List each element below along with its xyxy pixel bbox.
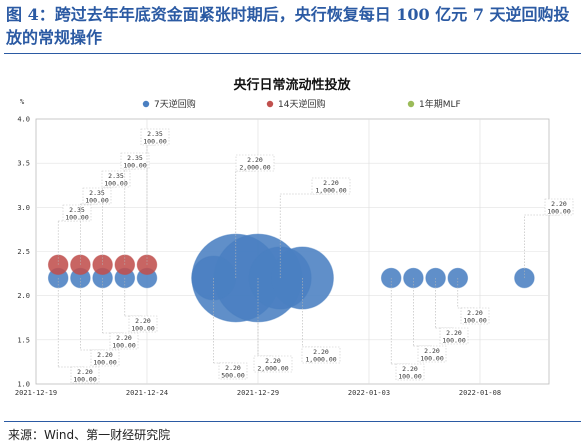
data-label-rate: 2.20	[323, 179, 339, 187]
data-label-rate: 2.35	[69, 206, 85, 214]
data-label-rate: 2.35	[89, 189, 105, 197]
data-label-amount: 500.00	[221, 372, 245, 380]
x-tick-label: 2022-01-08	[459, 389, 501, 397]
legend-label: 14天逆回购	[278, 98, 325, 110]
x-tick-label: 2022-01-03	[348, 389, 390, 397]
legend-marker	[142, 100, 150, 108]
data-label-box	[417, 345, 447, 363]
data-label-box	[395, 363, 425, 381]
data-label-amount: 1,000.00	[315, 187, 346, 195]
data-label-amount: 100.00	[123, 162, 147, 170]
x-tick-label: 2021-12-29	[237, 389, 279, 397]
data-label-rate: 2.20	[225, 364, 241, 372]
data-label-amount: 2,000.00	[239, 164, 270, 172]
x-tick-label: 2021-12-19	[15, 389, 57, 397]
data-label-rate: 2.20	[135, 317, 151, 325]
caption-rule	[4, 53, 581, 54]
x-tick-label: 2021-12-24	[126, 389, 168, 397]
data-label-rate: 2.20	[247, 156, 263, 164]
data-label-amount: 100.00	[398, 373, 422, 381]
y-tick-label: 3.0	[17, 204, 30, 212]
data-label-amount: 100.00	[463, 317, 487, 325]
data-label-amount: 100.00	[93, 359, 117, 367]
data-label-box	[109, 332, 139, 350]
data-label-amount: 100.00	[420, 355, 444, 363]
data-label-box	[82, 187, 112, 205]
y-tick-label: 2.5	[17, 248, 30, 256]
data-label-box	[301, 346, 341, 364]
data-label-box	[90, 349, 120, 367]
data-label-box	[101, 170, 131, 188]
data-label-box	[311, 177, 351, 195]
data-label-box	[140, 128, 170, 146]
data-label-amount: 2,000.00	[257, 365, 288, 373]
data-label-amount: 1,000.00	[305, 356, 336, 364]
liquidity-bubble-chart: 央行日常流动性投放% 7天逆回购 14天逆回购 1年期MLF 1.0 1.5 2.0 2.5 3…	[15, 77, 574, 397]
y-tick-label: 1.0	[17, 381, 30, 389]
y-tick-label: 4.0	[17, 116, 30, 124]
data-label-box	[235, 154, 275, 172]
data-label-rate: 2.35	[108, 172, 124, 180]
data-label-box	[544, 198, 574, 216]
data-label-box	[218, 362, 248, 380]
data-label-rate: 2.20	[424, 347, 440, 355]
data-label-rate: 2.20	[551, 200, 567, 208]
y-tick-label: 2.0	[17, 292, 30, 300]
data-label-amount: 100.00	[104, 180, 128, 188]
data-label-box	[128, 315, 158, 333]
data-label-rate: 2.20	[97, 351, 113, 359]
data-label-amount: 100.00	[112, 342, 136, 350]
data-label-rate: 2.20	[467, 309, 483, 317]
data-label-amount: 100.00	[547, 208, 571, 216]
data-label-box	[62, 204, 92, 222]
data-label-amount: 100.00	[131, 325, 155, 333]
data-label-box	[460, 307, 490, 325]
data-label-rate: 2.20	[265, 357, 281, 365]
legend-label: 1年期MLF	[419, 98, 461, 110]
legend-marker	[407, 100, 415, 108]
data-label-amount: 100.00	[442, 337, 466, 345]
data-label-box	[439, 327, 469, 345]
data-label-amount: 100.00	[143, 138, 167, 146]
data-label-box	[70, 366, 100, 384]
y-tick-label: 3.5	[17, 160, 30, 168]
figure-caption: 图 4：跨过去年年底资金面紧张时期后，央行恢复每日 100 亿元 7 天逆回购投…	[6, 5, 570, 47]
source-rule	[4, 421, 581, 422]
data-label-rate: 2.20	[402, 365, 418, 373]
data-label-rate: 2.20	[116, 334, 132, 342]
y-tick-label: 1.5	[17, 336, 30, 344]
legend-marker	[266, 100, 274, 108]
data-label-amount: 100.00	[85, 197, 109, 205]
data-label-amount: 100.00	[73, 376, 97, 384]
data-label-rate: 2.20	[313, 348, 329, 356]
data-label-box	[120, 152, 150, 170]
data-label-box	[253, 355, 293, 373]
data-label-rate: 2.20	[446, 329, 462, 337]
data-label-rate: 2.35	[147, 130, 163, 138]
source-note: 来源：Wind、第一财经研究院	[8, 428, 171, 442]
y-axis-label: %	[20, 98, 25, 106]
data-label-rate: 2.20	[77, 368, 93, 376]
legend-label: 7天逆回购	[154, 98, 196, 110]
data-label-rate: 2.35	[127, 154, 143, 162]
chart-title: 央行日常流动性投放	[233, 77, 351, 93]
data-label-amount: 100.00	[65, 214, 89, 222]
